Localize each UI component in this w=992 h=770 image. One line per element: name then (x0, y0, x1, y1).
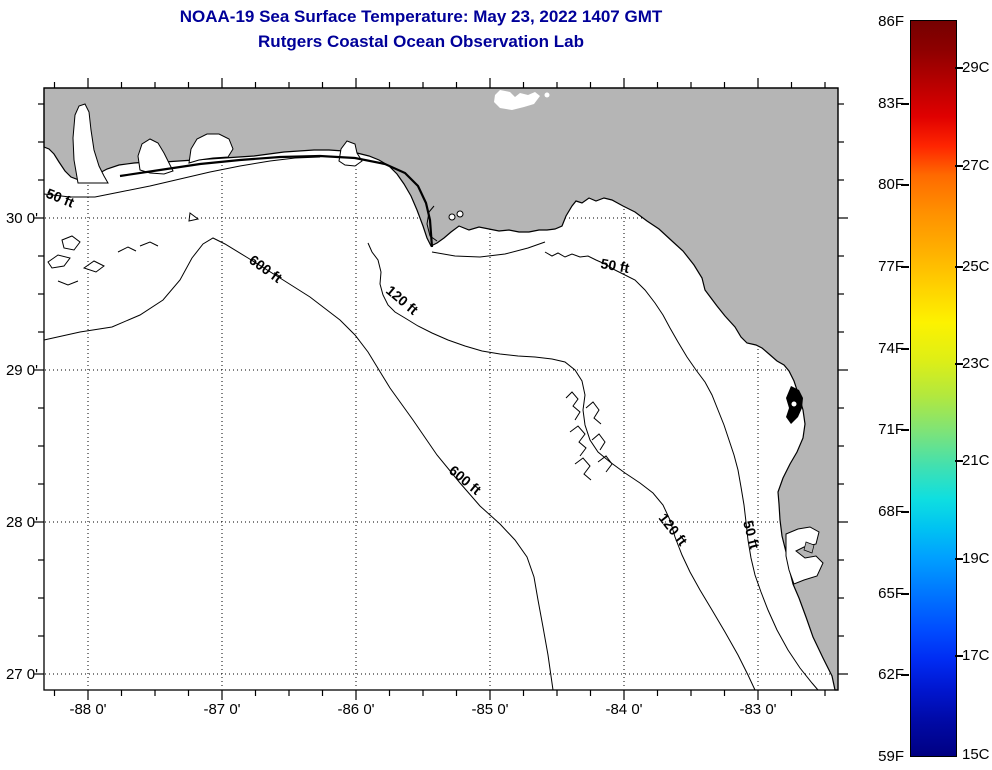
colorbar-f-label: 59F (878, 748, 904, 765)
land-mass (43, 87, 839, 691)
plot-border (43, 87, 839, 691)
colorbar-tick (901, 593, 909, 595)
colorbar-c-label: 29C (962, 59, 990, 76)
x-tick-label-83: -83 0' (739, 701, 776, 718)
contour-label-600ft-west: 600 ft (246, 251, 285, 286)
contour-600ft (43, 237, 554, 691)
mobile-bay (72, 103, 109, 184)
colorbar-tick (901, 511, 909, 513)
contour-label-50ft-nw: 50 ft (44, 185, 77, 211)
colorbar-tick (901, 674, 909, 676)
shoal-marks (565, 391, 613, 481)
colorbar-f-label: 80F (878, 176, 904, 193)
colorbar-f-label: 74F (878, 340, 904, 357)
x-tick-label-85: -85 0' (471, 701, 508, 718)
colorbar-f-label: 86F (878, 13, 904, 30)
pensacola-bay (137, 138, 174, 175)
colorbar-gradient (910, 20, 957, 757)
colorbar-tick (901, 184, 909, 186)
colorbar-tick (955, 655, 963, 657)
colorbar-tick (955, 67, 963, 69)
tampa-bay (785, 526, 824, 585)
x-tick-label-86: -86 0' (337, 701, 374, 718)
y-tick-label-28: 28 0' (6, 514, 38, 531)
contour-label-120ft-south: 120 ft (656, 510, 691, 549)
colorbar-c-label: 25C (962, 258, 990, 275)
colorbar-c-label: 19C (962, 550, 990, 567)
contour-label-50ft-mid: 50 ft (599, 255, 630, 276)
colorbar-c-label: 15C (962, 746, 990, 763)
colorbar-f-label: 62F (878, 666, 904, 683)
colorbar-f-label: 68F (878, 503, 904, 520)
tampa-bay-island (803, 541, 815, 554)
x-tick-label-84: -84 0' (605, 701, 642, 718)
colorbar-f-label: 71F (878, 421, 904, 438)
colorbar-f-label: 65F (878, 585, 904, 602)
map-subtitle: Rutgers Coastal Ocean Observation Lab (258, 32, 584, 51)
colorbar-c-label: 21C (962, 452, 990, 469)
contour-label-600ft-south: 600 ft (446, 462, 485, 498)
harbor-blob (786, 386, 803, 424)
contour-label-120ft-west: 120 ft (383, 282, 422, 318)
colorbar-tick (955, 266, 963, 268)
x-tick-label-87: -87 0' (203, 701, 240, 718)
colorbar-f-label: 77F (878, 258, 904, 275)
colorbar-tick (955, 558, 963, 560)
colorbar-tick (955, 363, 963, 365)
colorbar-c-label: 17C (962, 647, 990, 664)
x-tick-label-88: -88 0' (69, 701, 106, 718)
colorbar-f-label: 83F (878, 95, 904, 112)
contour-120ft (367, 242, 756, 691)
colorbar-tick (901, 429, 909, 431)
contour-50ft-east (544, 251, 819, 691)
colorbar-c-label: 23C (962, 355, 990, 372)
axis-ticks (34, 78, 848, 700)
colorbar-tick (901, 348, 909, 350)
coastal-bays (72, 103, 824, 585)
st-andrew-bay (338, 140, 363, 167)
y-tick-label-30: 30 0' (6, 210, 38, 227)
y-tick-label-29: 29 0' (6, 362, 38, 379)
colorbar-c-label: 27C (962, 157, 990, 174)
colorbar-tick (955, 460, 963, 462)
islets (47, 235, 159, 286)
barrier-islands (119, 154, 546, 258)
choctawhatchee-bay (188, 133, 234, 164)
colorbar-tick (901, 266, 909, 268)
contour-50ft-west (43, 156, 321, 198)
colorbar-tick (955, 165, 963, 167)
contour-label-50ft-south: 50 ft (740, 519, 763, 551)
inland-lake (494, 90, 550, 110)
map-title: NOAA-19 Sea Surface Temperature: May 23,… (179, 7, 663, 26)
y-tick-label-27: 27 0' (6, 666, 38, 683)
colorbar-tick (901, 103, 909, 105)
